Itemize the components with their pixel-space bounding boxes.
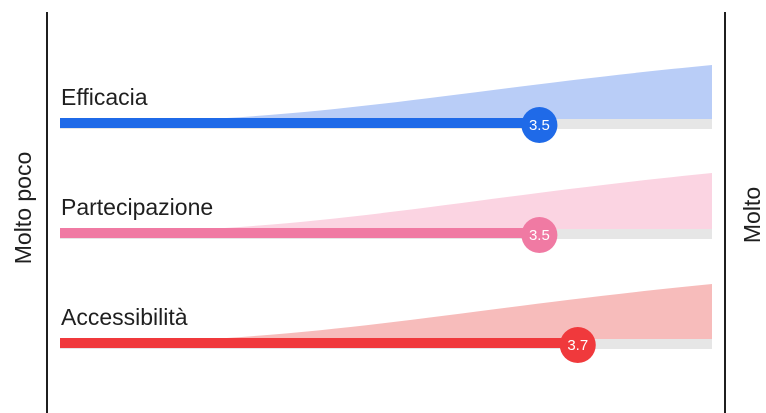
category-label: Accessibilità — [61, 304, 188, 330]
chart-rows: Efficacia 3.5 Partecipazione 3.5 Accessibili… — [60, 65, 712, 363]
value-label: 3.7 — [567, 337, 588, 354]
value-label: 3.5 — [529, 227, 550, 244]
category-label: Partecipazione — [61, 194, 213, 220]
value-marker — [521, 107, 558, 143]
value-bar — [60, 118, 540, 128]
value-marker — [521, 217, 558, 253]
scale-max-label: Molto — [739, 187, 765, 243]
row-efficacia: Efficacia 3.5 — [60, 65, 712, 143]
value-bar — [60, 228, 540, 238]
value-bar — [60, 338, 578, 348]
value-label: 3.5 — [529, 117, 550, 134]
row-partecipazione: Partecipazione 3.5 — [60, 173, 712, 253]
row-accessibilita: Accessibilità 3.7 — [60, 284, 712, 363]
distribution-area — [60, 284, 712, 349]
category-label: Efficacia — [61, 84, 148, 110]
scale-min-label: Molto poco — [10, 152, 36, 265]
value-marker — [559, 327, 596, 363]
